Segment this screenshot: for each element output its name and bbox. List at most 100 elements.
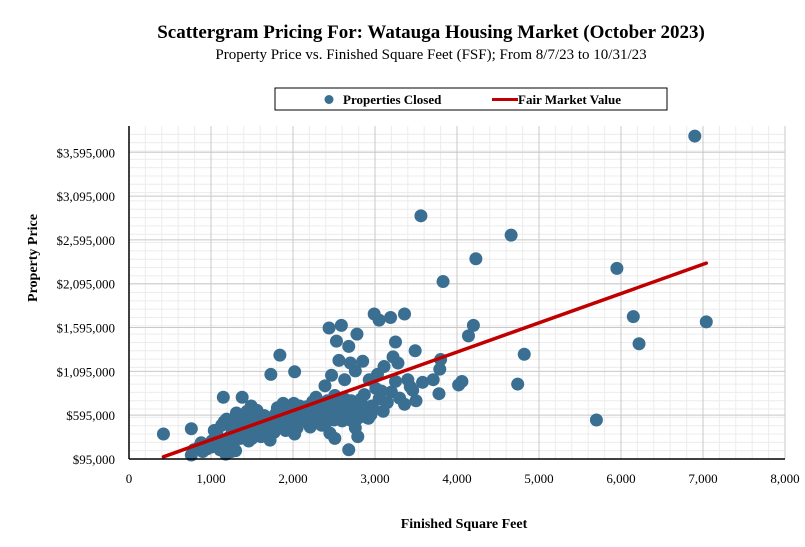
data-point <box>296 414 310 428</box>
x-tick-label: 6,000 <box>606 471 635 486</box>
data-point <box>184 422 198 436</box>
data-point <box>432 387 446 401</box>
data-point <box>350 327 364 341</box>
y-tick-label: $3,595,000 <box>57 145 116 160</box>
y-tick-label: $1,595,000 <box>57 321 116 336</box>
legend-box <box>274 87 668 111</box>
data-point <box>356 354 370 368</box>
y-tick-label: $95,000 <box>73 452 115 467</box>
data-point <box>469 252 483 266</box>
data-point <box>436 275 450 289</box>
x-tick-label: 2,000 <box>278 471 307 486</box>
data-point <box>389 374 402 388</box>
data-point <box>334 318 348 332</box>
data-point <box>414 209 428 223</box>
data-point <box>342 339 356 353</box>
data-point <box>288 365 302 379</box>
data-point <box>461 329 475 343</box>
data-point <box>318 379 332 393</box>
data-point <box>408 344 422 358</box>
data-point <box>245 431 259 445</box>
legend-label-properties-closed: Properties Closed <box>343 92 442 107</box>
data-point <box>263 433 277 447</box>
data-point <box>235 390 249 404</box>
x-tick-label: 1,000 <box>196 471 225 486</box>
data-point <box>213 443 227 457</box>
x-tick-label: 8,000 <box>770 471 799 486</box>
data-point <box>466 318 480 332</box>
data-point <box>610 261 624 275</box>
data-point <box>315 418 329 432</box>
data-point <box>273 348 287 362</box>
data-point <box>156 427 170 441</box>
data-point <box>351 430 365 444</box>
data-point <box>380 395 394 409</box>
data-point <box>416 375 430 389</box>
data-point <box>322 321 336 335</box>
data-point <box>511 377 525 391</box>
data-point <box>403 380 417 394</box>
data-point <box>389 335 402 349</box>
x-tick-label: 7,000 <box>688 471 717 486</box>
data-point <box>325 368 339 382</box>
data-point <box>517 347 531 361</box>
x-tick-label: 5,000 <box>524 471 553 486</box>
data-point <box>589 413 603 427</box>
data-point <box>328 431 342 445</box>
x-tick-label: 4,000 <box>442 471 471 486</box>
data-point <box>433 362 447 376</box>
data-points <box>156 129 713 462</box>
data-point <box>338 373 352 387</box>
data-point <box>632 337 646 351</box>
data-point <box>372 313 386 327</box>
y-tick-labels: $95,000 $595,000 $1,095,000 $1,595,000 $2,09… <box>57 145 116 467</box>
data-point <box>200 442 214 456</box>
x-tick-label: 3,000 <box>360 471 389 486</box>
data-point <box>349 404 363 418</box>
data-point <box>398 307 412 321</box>
data-point <box>398 397 412 411</box>
legend-marker-properties-closed <box>324 95 334 104</box>
data-point <box>504 228 518 242</box>
data-point <box>377 360 391 374</box>
data-point <box>333 406 347 420</box>
data-point <box>329 334 343 348</box>
x-axis-title: Finished Square Feet <box>401 517 528 532</box>
x-tick-labels: 0 1,000 2,000 3,000 4,000 5,000 6,000 7,000 8,00… <box>126 471 800 486</box>
data-point <box>216 390 230 404</box>
data-point <box>688 129 702 143</box>
axes <box>128 126 785 460</box>
legend: Properties Closed Fair Market Value <box>274 87 668 111</box>
data-point <box>426 373 440 387</box>
data-point <box>276 396 290 410</box>
data-point <box>391 356 405 370</box>
fair-market-value-line <box>161 261 709 459</box>
data-point <box>255 422 269 436</box>
y-tick-label: $2,095,000 <box>57 277 116 292</box>
data-point <box>311 406 325 420</box>
data-point <box>354 392 368 406</box>
data-point <box>375 384 389 398</box>
data-point <box>348 364 362 378</box>
data-point <box>225 445 238 459</box>
data-point <box>264 367 278 381</box>
chart-title: Scattergram Pricing For: Watauga Housing… <box>157 22 705 43</box>
y-tick-label: $1,095,000 <box>57 364 116 379</box>
data-point <box>455 374 469 388</box>
data-point <box>626 310 640 324</box>
y-tick-label: $2,595,000 <box>57 233 116 248</box>
data-point <box>207 424 221 438</box>
data-point <box>409 394 423 408</box>
legend-label-fair-market-value: Fair Market Value <box>518 92 621 107</box>
data-point <box>699 315 713 329</box>
x-tick-label: 0 <box>126 471 133 486</box>
y-tick-label: $595,000 <box>66 408 115 423</box>
data-point <box>360 410 374 424</box>
data-point <box>332 353 346 367</box>
data-point <box>342 443 356 457</box>
y-tick-label: $3,095,000 <box>57 189 116 204</box>
chart-subtitle: Property Price vs. Finished Square Feet … <box>215 47 647 63</box>
y-axis-title: Property Price <box>26 214 41 302</box>
data-point <box>384 310 398 324</box>
